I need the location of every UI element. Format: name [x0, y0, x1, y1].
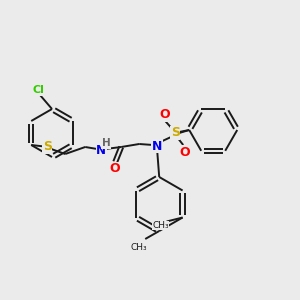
Text: H: H: [102, 138, 111, 148]
Text: N: N: [152, 140, 162, 152]
Text: O: O: [109, 163, 119, 176]
Text: CH₃: CH₃: [131, 242, 148, 251]
Text: O: O: [179, 146, 190, 158]
Text: S: S: [171, 127, 180, 140]
Text: N: N: [96, 143, 106, 157]
Text: S: S: [43, 140, 52, 154]
Text: CH₃: CH₃: [152, 221, 169, 230]
Text: O: O: [159, 109, 169, 122]
Text: Cl: Cl: [32, 85, 44, 95]
